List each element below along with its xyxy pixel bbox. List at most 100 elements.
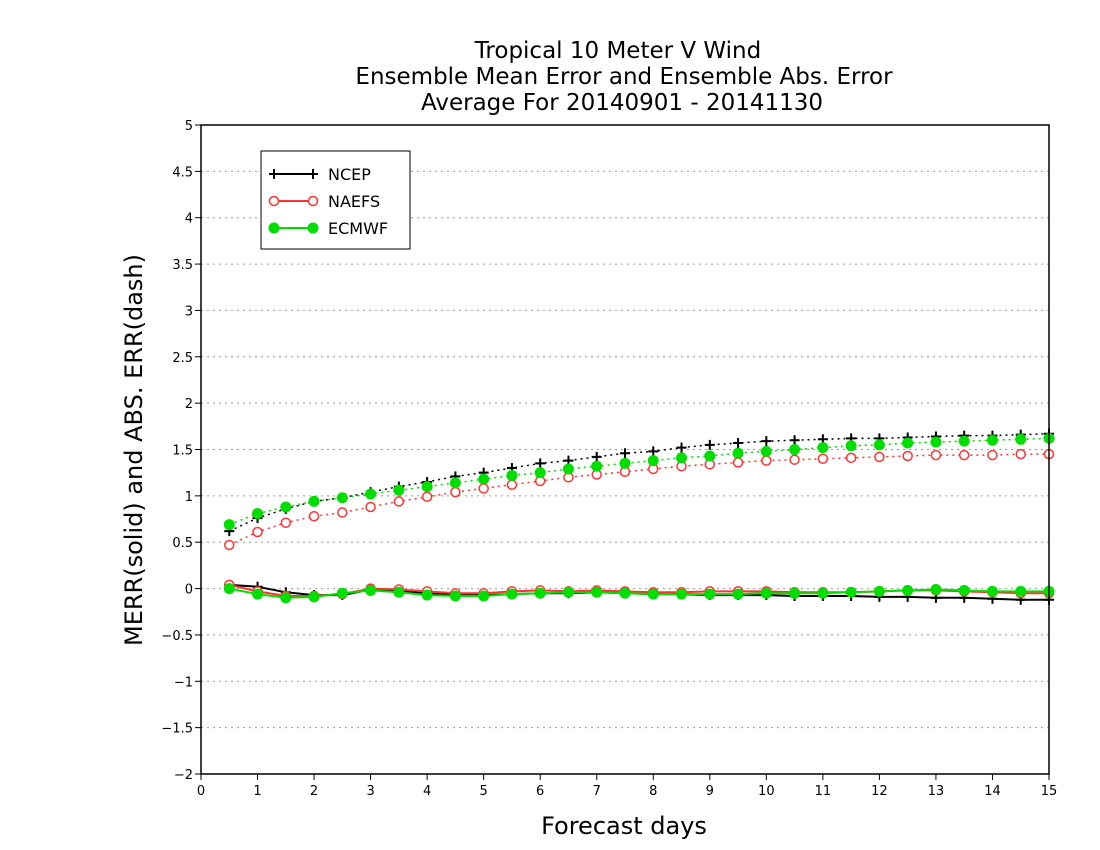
legend-marker: [268, 195, 280, 207]
ecmwf-merr-point: [704, 588, 716, 600]
y-tick-label: 1.5: [172, 444, 193, 459]
legend-marker: [268, 222, 280, 234]
x-tick-label: 4: [423, 784, 431, 799]
y-tick-label: −1.5: [161, 722, 193, 737]
ecmwf-abs-err-point: [280, 501, 292, 513]
ecmwf-merr-point: [647, 588, 659, 600]
naefs-abs-err-point: [930, 449, 942, 461]
series-group: [223, 428, 1055, 605]
ecmwf-merr-point: [591, 586, 603, 598]
naefs-abs-err-point: [421, 491, 433, 503]
x-tick-label: 7: [593, 784, 601, 799]
ecmwf-abs-err-point: [845, 440, 857, 452]
ecmwf-merr-point: [308, 591, 320, 603]
naefs-abs-err-point: [817, 453, 829, 465]
x-tick-label: 5: [480, 784, 488, 799]
naefs-abs-err-point: [761, 455, 772, 466]
legend: NCEP NAEFS ECMWF: [260, 150, 411, 250]
ecmwf-merr-point: [336, 587, 348, 599]
naefs-abs-err-point: [987, 449, 998, 461]
ecmwf-abs-err-point: [817, 442, 829, 454]
x-tick-label: 10: [758, 784, 775, 799]
ecmwf-abs-err-point: [223, 519, 235, 531]
naefs-abs-err-point: [506, 479, 518, 490]
ecmwf-abs-err-point: [534, 467, 546, 479]
ecmwf-merr-point: [365, 584, 377, 596]
y-tick-label: 5: [185, 119, 193, 134]
chart-title-line-2: Ensemble Mean Error and Ensemble Abs. Er…: [355, 64, 893, 90]
ecmwf-abs-err-point: [647, 455, 659, 467]
ecmwf-abs-err-point: [760, 445, 772, 457]
ecmwf-abs-err-point: [619, 457, 631, 469]
x-tick-label: 0: [197, 784, 205, 799]
chart-title-line-1: Tropical 10 Meter V Wind: [474, 38, 761, 64]
ecmwf-merr-point: [223, 583, 235, 595]
x-tick-label: 14: [984, 784, 1001, 799]
x-tick-label: 6: [536, 784, 544, 799]
ncep-abs-err-point: [761, 436, 772, 447]
x-tick-label: 3: [366, 784, 374, 799]
ecmwf-abs-err-point: [591, 460, 603, 472]
ecmwf-merr-point: [873, 585, 885, 597]
ecmwf-abs-err-point: [393, 484, 405, 496]
ecmwf-merr-point: [421, 589, 433, 601]
ecmwf-merr-point: [1015, 585, 1027, 597]
ncep-abs-err-point: [620, 448, 630, 459]
ecmwf-abs-err-point: [449, 477, 461, 489]
y-axis-label: MERR(solid) and ABS. ERR(dash): [120, 254, 148, 646]
y-tick-label: 0.5: [172, 536, 193, 551]
x-tick-label: 11: [815, 784, 832, 799]
ecmwf-merr-point: [449, 590, 461, 602]
legend-item-ncep: NCEP: [269, 165, 371, 184]
ecmwf-merr-point: [562, 586, 574, 598]
ecmwf-merr-point: [732, 588, 744, 600]
legend-marker: [307, 195, 319, 207]
ecmwf-abs-err-point: [676, 452, 688, 464]
ecmwf-abs-err-point: [930, 436, 942, 448]
ncep-abs-err-point: [648, 446, 659, 457]
ncep-abs-err-point: [733, 438, 744, 449]
ecmwf-merr-point: [676, 588, 688, 600]
ecmwf-abs-err-point: [562, 463, 574, 475]
ecmwf-abs-err-point: [873, 439, 885, 451]
ncep-abs-err-point: [676, 442, 687, 453]
ncep-abs-err-point: [704, 439, 715, 450]
naefs-abs-err-point: [450, 486, 461, 498]
legend-item-ecmwf: ECMWF: [268, 219, 388, 238]
naefs-abs-err-point: [902, 450, 913, 462]
ecmwf-merr-point: [817, 587, 829, 599]
x-axis-label: Forecast days: [541, 812, 707, 840]
naefs-abs-err-point: [789, 454, 800, 465]
legend-marker: [269, 169, 279, 179]
y-tick-label: −1: [174, 675, 193, 690]
ecmwf-abs-err-point: [1015, 433, 1027, 445]
y-tick-label: 4: [185, 212, 193, 227]
ecmwf-abs-err-point: [478, 473, 490, 485]
ecmwf-abs-err-point: [986, 434, 998, 446]
naefs-abs-err-point: [337, 507, 348, 518]
ecmwf-abs-err-point: [732, 447, 744, 459]
x-tick-label: 9: [706, 784, 714, 799]
x-tick-label: 12: [871, 784, 888, 799]
naefs-abs-err-point: [845, 452, 857, 464]
x-tick-label: 1: [253, 784, 261, 799]
chart-title-line-3: Average For 20140901 - 20141130: [421, 90, 823, 116]
naefs-abs-err-point: [308, 511, 320, 522]
ncep-abs-err-point: [535, 458, 546, 469]
ecmwf-abs-err-point: [506, 469, 518, 481]
ecmwf-merr-point: [280, 592, 292, 604]
legend-label: NAEFS: [328, 192, 380, 211]
ecmwf-merr-point: [760, 587, 772, 599]
legend-label: NCEP: [328, 165, 371, 184]
x-axis-ticks: 0 1 2 3 4 5 6 7 8 9 10 11 12 13 14 15: [197, 774, 1057, 799]
naefs-abs-err-point: [874, 451, 885, 463]
y-tick-label: 0: [185, 583, 193, 598]
series-ecmwf: [223, 432, 1055, 604]
y-tick-label: −2: [174, 768, 193, 783]
ecmwf-merr-point: [619, 587, 631, 599]
y-tick-label: 2: [185, 397, 193, 412]
ecmwf-merr-point: [534, 587, 546, 599]
x-tick-label: 2: [310, 784, 318, 799]
x-tick-label: 13: [928, 784, 945, 799]
